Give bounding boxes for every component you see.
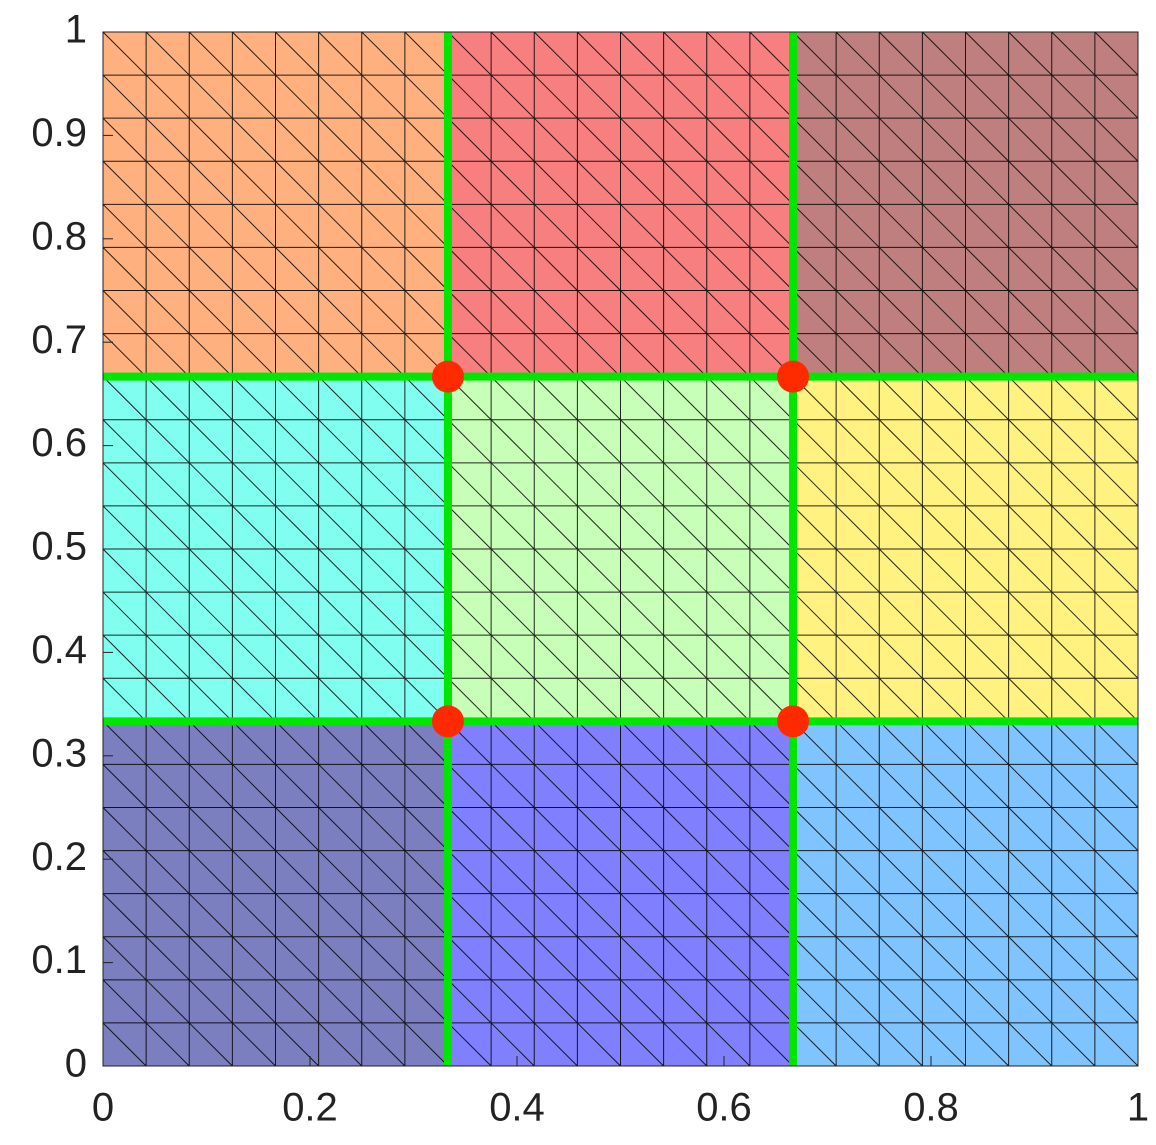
cross-point <box>777 705 810 738</box>
y-tick-label: 0.6 <box>31 421 87 465</box>
y-tick-label: 0.5 <box>31 525 87 569</box>
x-tick-label: 0.8 <box>903 1086 959 1130</box>
mesh-edges <box>103 32 1138 1066</box>
plot-area <box>103 32 1138 1066</box>
cross-point <box>777 360 810 393</box>
y-tick-label: 0.2 <box>31 835 87 879</box>
cross-point <box>431 705 464 738</box>
y-tick-label: 0.7 <box>31 318 87 362</box>
y-tick-label: 0.1 <box>31 938 87 982</box>
y-tick-label: 1 <box>65 8 87 52</box>
cross-point <box>431 360 464 393</box>
x-tick-label: 0.6 <box>696 1086 752 1130</box>
x-tick-label: 0.4 <box>489 1086 545 1130</box>
x-tick-label: 0.2 <box>282 1086 338 1130</box>
x-tick-label: 0 <box>92 1086 114 1130</box>
x-tick-label: 1 <box>1127 1086 1149 1130</box>
y-tick-label: 0 <box>65 1042 87 1086</box>
y-tick-label: 0.9 <box>31 111 87 155</box>
y-tick-label: 0.8 <box>31 214 87 258</box>
y-tick-label: 0.3 <box>31 731 87 775</box>
y-tick-label: 0.4 <box>31 628 87 672</box>
